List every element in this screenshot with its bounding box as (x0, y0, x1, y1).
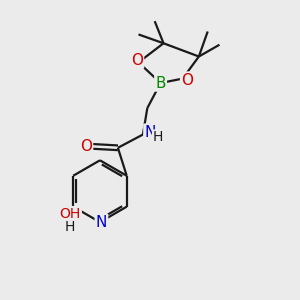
Text: B: B (155, 76, 166, 91)
Text: H: H (65, 220, 75, 234)
Text: N: N (96, 214, 107, 230)
Text: N: N (144, 125, 156, 140)
Text: O: O (80, 139, 92, 154)
Text: O: O (131, 52, 143, 68)
Text: H: H (153, 130, 164, 145)
Text: O: O (181, 73, 193, 88)
Text: OH: OH (60, 207, 81, 221)
